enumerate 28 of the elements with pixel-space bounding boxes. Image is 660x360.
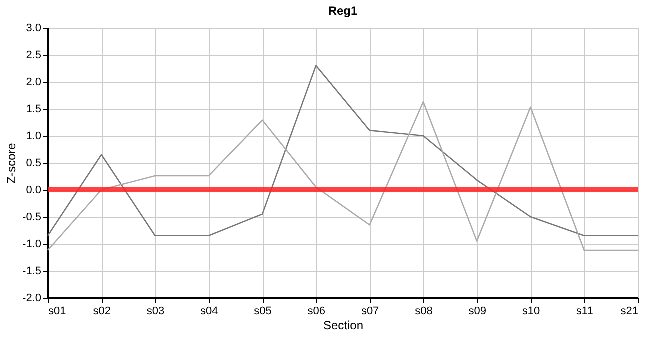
- y-tick-label: 0.0: [26, 184, 42, 196]
- x-tick-label: s10: [522, 306, 540, 318]
- x-tick-label: s06: [308, 306, 326, 318]
- y-tick-label: 1.0: [26, 130, 42, 142]
- x-tick-label: s21: [620, 306, 638, 318]
- y-tick-label: -2.0: [22, 292, 42, 304]
- y-tick-label: 2.0: [26, 76, 42, 88]
- y-tick-label: -1.5: [22, 266, 42, 278]
- y-tick-label: -1.0: [22, 238, 42, 250]
- y-tick-label: 0.5: [26, 158, 42, 170]
- x-tick-label: s04: [200, 306, 218, 318]
- x-tick-label: s09: [468, 306, 486, 318]
- x-tick-label: s11: [576, 306, 594, 318]
- line-series: [47, 101, 639, 252]
- x-tick-label: s02: [93, 306, 112, 318]
- y-tick-label: 2.5: [26, 50, 42, 62]
- x-tick-label: s08: [415, 306, 433, 318]
- y-tick-label: -0.5: [22, 212, 42, 224]
- x-axis-title: Section: [323, 318, 364, 332]
- x-tick-label: s07: [361, 306, 380, 318]
- y-tick-label: 1.5: [26, 104, 42, 116]
- x-tick-label: s05: [254, 306, 272, 318]
- chart-title: Reg1: [328, 4, 358, 18]
- line-series: [47, 65, 639, 237]
- x-tick-label: s03: [146, 306, 165, 318]
- y-axis-title: Z-score: [4, 142, 19, 184]
- x-tick-label: s01: [48, 306, 66, 318]
- y-tick-label: 3.0: [26, 22, 42, 34]
